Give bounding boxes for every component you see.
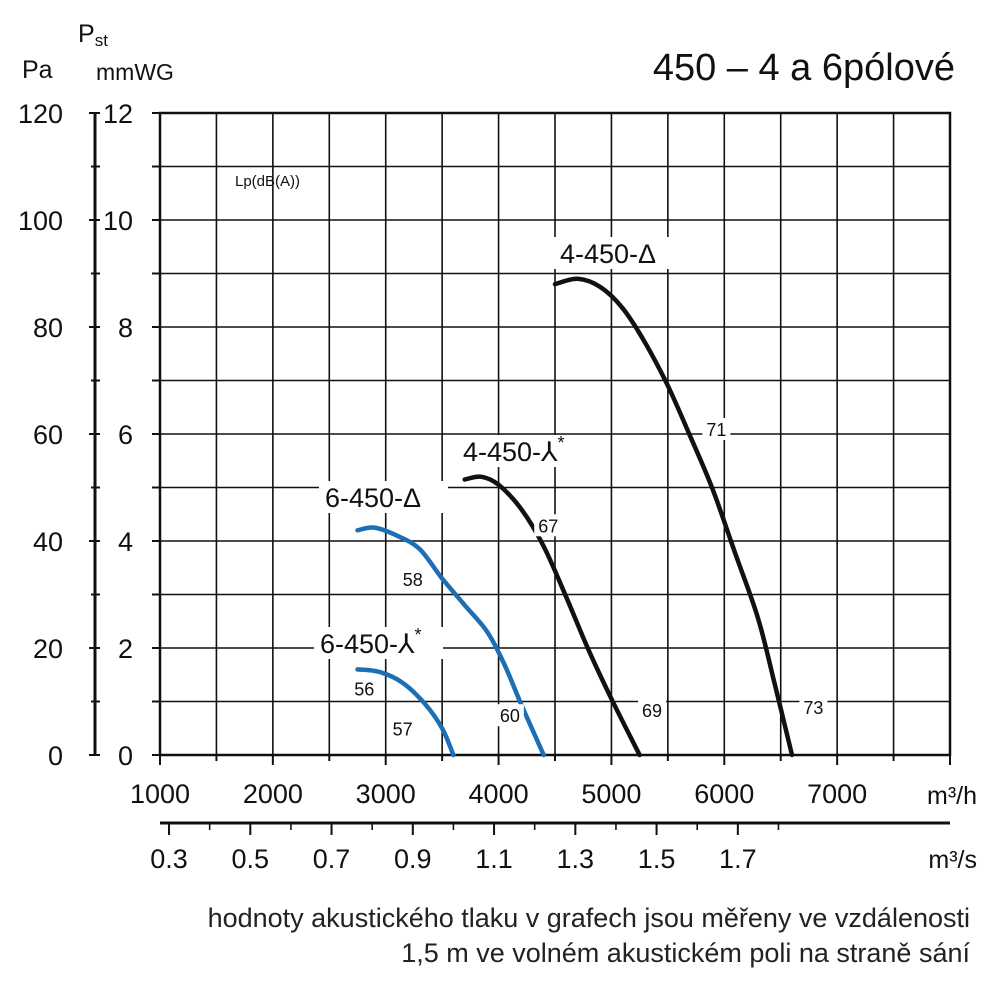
noise-label: 71 [706, 420, 726, 440]
x-tick-label-m3s: 1.5 [638, 844, 676, 874]
pa-tick-label: 60 [33, 420, 63, 450]
footnote-line-2: 1,5 m ve volném akustickém poli na stran… [401, 938, 970, 968]
pa-tick-label: 40 [33, 527, 63, 557]
pa-tick-label: 120 [18, 99, 63, 129]
x-tick-label-m3h: 7000 [807, 779, 867, 809]
series-line [462, 474, 642, 758]
x-axis-unit-m3s: m³/s [928, 846, 977, 874]
x-axis-unit-m3h: m³/h [927, 782, 977, 810]
axes [89, 112, 951, 835]
series-label: 6-450-⅄* [320, 625, 422, 659]
series-label: 6-450-Δ [325, 483, 421, 513]
mmwg-tick-label: 4 [118, 527, 133, 557]
lp-label: Lp(dB(A)) [235, 173, 300, 190]
mmwg-tick-label: 2 [118, 634, 133, 664]
x-tick-label-m3h: 1000 [130, 779, 190, 809]
pa-tick-label: 0 [48, 741, 63, 771]
series-label-bg [319, 481, 448, 513]
noise-label: 56 [354, 679, 374, 699]
x-tick-label-m3h: 5000 [581, 779, 641, 809]
pa-axis-unit: Pa [22, 56, 53, 84]
noise-label: 67 [538, 516, 558, 536]
noise-label-bg [350, 677, 379, 700]
mmwg-axis-unit: mmWG [96, 59, 174, 85]
series-line [355, 667, 456, 758]
series-line [552, 276, 795, 758]
mmwg-tick-label: 0 [118, 741, 133, 771]
noise-label-bg [702, 418, 731, 440]
grid [158, 111, 952, 757]
series-line [355, 525, 546, 758]
x-tick-label-m3s: 0.9 [394, 844, 432, 874]
series-label-bg [457, 435, 586, 467]
mmwg-tick-label: 6 [118, 420, 133, 450]
noise-label-bg [799, 696, 828, 719]
x-tick-label-m3h: 2000 [243, 779, 303, 809]
x-tick-label-m3h: 6000 [694, 779, 754, 809]
noise-label-bg [398, 567, 427, 590]
footnote: hodnoty akustického tlaku v grafech jsou… [208, 903, 970, 969]
series-label-sup: * [415, 625, 422, 645]
series-group: 4-450-Δ 71 73 4-450-⅄* 67 69 6-450-Δ 58 60 6-450-… [314, 237, 828, 758]
noise-label-bg [534, 514, 563, 537]
noise-label: 60 [500, 706, 520, 726]
series-label: 4-450-⅄* [463, 433, 565, 467]
x-tick-label-m3s: 1.3 [557, 844, 595, 874]
x-tick-label-m3s: 0.5 [232, 844, 270, 874]
x-tick-label-m3s: 1.7 [719, 844, 757, 874]
pa-tick-label: 100 [18, 206, 63, 236]
x-tick-label-m3s: 0.7 [313, 844, 351, 874]
noise-label: 58 [403, 570, 423, 590]
noise-label-bg [638, 698, 667, 721]
series-label-sup: * [558, 433, 565, 453]
mmwg-tick-label: 10 [103, 206, 133, 236]
mmwg-tick-label: 12 [103, 99, 133, 129]
noise-label-bg [495, 704, 524, 727]
chart-title: 450 – 4 a 6pólové [653, 47, 955, 89]
pst-label: Pst [78, 20, 108, 50]
noise-label: 69 [642, 701, 662, 721]
pst-label-sub: st [95, 31, 109, 50]
pst-label-main: P [78, 20, 95, 48]
series-label-bg [554, 237, 683, 269]
x-tick-label-m3h: 4000 [469, 779, 529, 809]
x-tick-label-m3h: 3000 [356, 779, 416, 809]
pa-tick-label: 20 [33, 634, 63, 664]
pa-tick-label: 80 [33, 313, 63, 343]
noise-label: 73 [803, 698, 823, 718]
x-tick-label-m3s: 1.1 [475, 844, 513, 874]
noise-label-bg [388, 717, 417, 740]
mmwg-tick-label: 8 [118, 313, 133, 343]
noise-label: 57 [393, 720, 413, 740]
series-label: 4-450-Δ [560, 239, 656, 269]
x-tick-label-m3s: 0.3 [150, 844, 188, 874]
footnote-line-1: hodnoty akustického tlaku v grafech jsou… [207, 903, 970, 933]
series-label-bg [314, 627, 443, 659]
tick-labels: 0 20 40 60 80 100 120 0 2 4 6 8 10 12 1000 2000 3000 4000… [18, 99, 977, 874]
